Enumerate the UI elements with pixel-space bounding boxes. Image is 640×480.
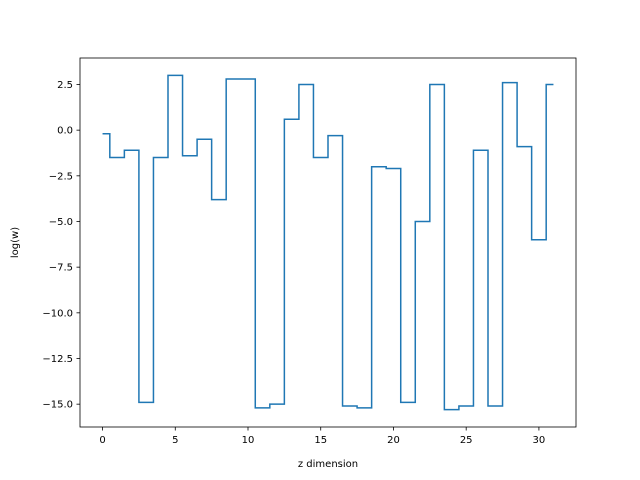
series-layer: [102, 74, 554, 411]
x-tick-label: 15: [314, 435, 327, 446]
y-axis-ticks: 2.5 0.0 −2.5 −5.0 −7.5 −10.0 −12.5 −15.0: [42, 80, 80, 411]
x-axis-ticks: 0 5 10 15 20 25 30: [99, 427, 545, 446]
x-tick-label: 20: [387, 435, 400, 446]
x-tick-label: 5: [172, 435, 178, 446]
y-tick-label: −10.0: [42, 308, 73, 319]
y-tick-label: −2.5: [49, 171, 73, 182]
x-tick-label: 25: [460, 435, 473, 446]
x-tick-label: 0: [99, 435, 105, 446]
y-tick-label: 0.0: [57, 126, 73, 137]
y-axis-label: log(w): [10, 227, 21, 258]
x-axis-label: z dimension: [298, 459, 358, 470]
plot-background: [80, 58, 576, 427]
y-tick-label: 2.5: [57, 80, 73, 91]
y-tick-label: −7.5: [49, 263, 73, 274]
plot-frame: [79, 57, 577, 428]
y-tick-label: −12.5: [42, 354, 73, 365]
x-tick-label: 10: [242, 435, 255, 446]
y-tick-label: −15.0: [42, 400, 73, 411]
y-tick-label: −5.0: [49, 217, 73, 228]
x-tick-label: 30: [533, 435, 546, 446]
series-line: [102, 74, 554, 411]
